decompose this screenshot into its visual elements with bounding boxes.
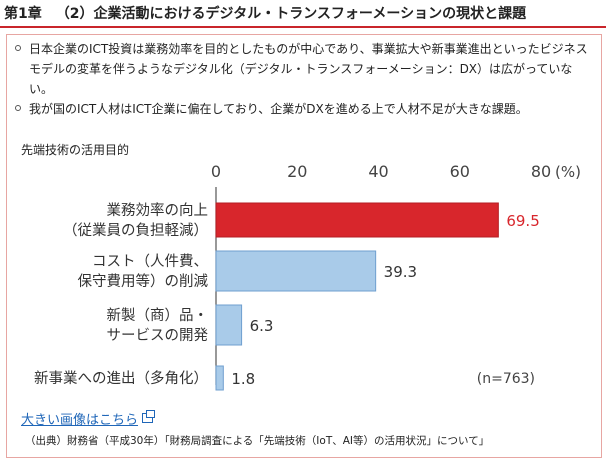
- bar: [215, 304, 243, 346]
- data-label: 69.5: [506, 212, 539, 230]
- x-unit-label: (%): [555, 163, 581, 181]
- category-label: 新事業への進出（多角化）: [34, 370, 208, 387]
- category-label: 保守費用等）の削減: [78, 272, 209, 290]
- bullet-circle-icon: [15, 105, 21, 111]
- content-panel: 日本企業のICT投資は業務効率を目的としたものが中心であり、事業拡大や新事業進出…: [6, 34, 602, 458]
- category-label: サービスの開発: [107, 327, 209, 344]
- summary-item: 我が国のICT人材はICT企業に偏在しており、企業がDXを進める上で人材不足が大…: [13, 99, 593, 119]
- chart-title: 先端技術の活用目的: [21, 143, 130, 157]
- large-image-link-label: 大きい画像はこちら: [21, 413, 139, 428]
- sample-size-note: (n=763): [477, 371, 535, 387]
- large-image-link[interactable]: 大きい画像はこちら: [21, 409, 156, 428]
- x-tick-label: 40: [368, 162, 388, 181]
- summary-list: 日本企業のICT投資は業務効率を目的としたものが中心であり、事業拡大や新事業進出…: [13, 39, 593, 119]
- bullet-circle-icon: [15, 45, 21, 51]
- x-tick-label: 20: [287, 162, 307, 181]
- bar: [215, 202, 499, 238]
- x-tick-label: 60: [450, 162, 470, 181]
- data-label: 39.3: [384, 263, 417, 281]
- summary-item: 日本企業のICT投資は業務効率を目的としたものが中心であり、事業拡大や新事業進出…: [13, 39, 593, 99]
- source-note: （出典）財務省（平成30年）「財務局調査による「先端技術（IoT、AI等）の活用…: [25, 435, 490, 447]
- summary-text: 我が国のICT人材はICT企業に偏在しており、企業がDXを進める上で人材不足が大…: [29, 102, 528, 116]
- section-heading: 第1章 （2）企業活動におけるデジタル・トランスフォーメーションの現状と課題: [0, 0, 606, 28]
- x-tick-label: 80: [531, 162, 551, 181]
- x-tick-label: 0: [211, 162, 221, 181]
- category-label: 業務効率の向上: [107, 202, 209, 219]
- summary-text: 日本企業のICT投資は業務効率を目的としたものが中心であり、事業拡大や新事業進出…: [29, 42, 588, 96]
- category-label: コスト（人件費、: [92, 253, 208, 270]
- section-title: （2）企業活動におけるデジタル・トランスフォーメーションの現状と課題: [55, 6, 527, 22]
- external-window-icon: [142, 410, 156, 423]
- bar-chart: 0 20 40 60 80 (%) 69.5 業務効率の向上 （従業員の負担軽減） 39.3 コスト…: [34, 162, 581, 391]
- category-label: 新製（商）品・: [107, 307, 209, 324]
- category-label: （従業員の負担軽減）: [63, 222, 208, 239]
- bar: [215, 365, 224, 391]
- data-label: 1.8: [231, 370, 255, 388]
- data-label: 6.3: [250, 317, 274, 335]
- chapter-label: 第1章: [4, 6, 42, 22]
- bar: [215, 250, 377, 292]
